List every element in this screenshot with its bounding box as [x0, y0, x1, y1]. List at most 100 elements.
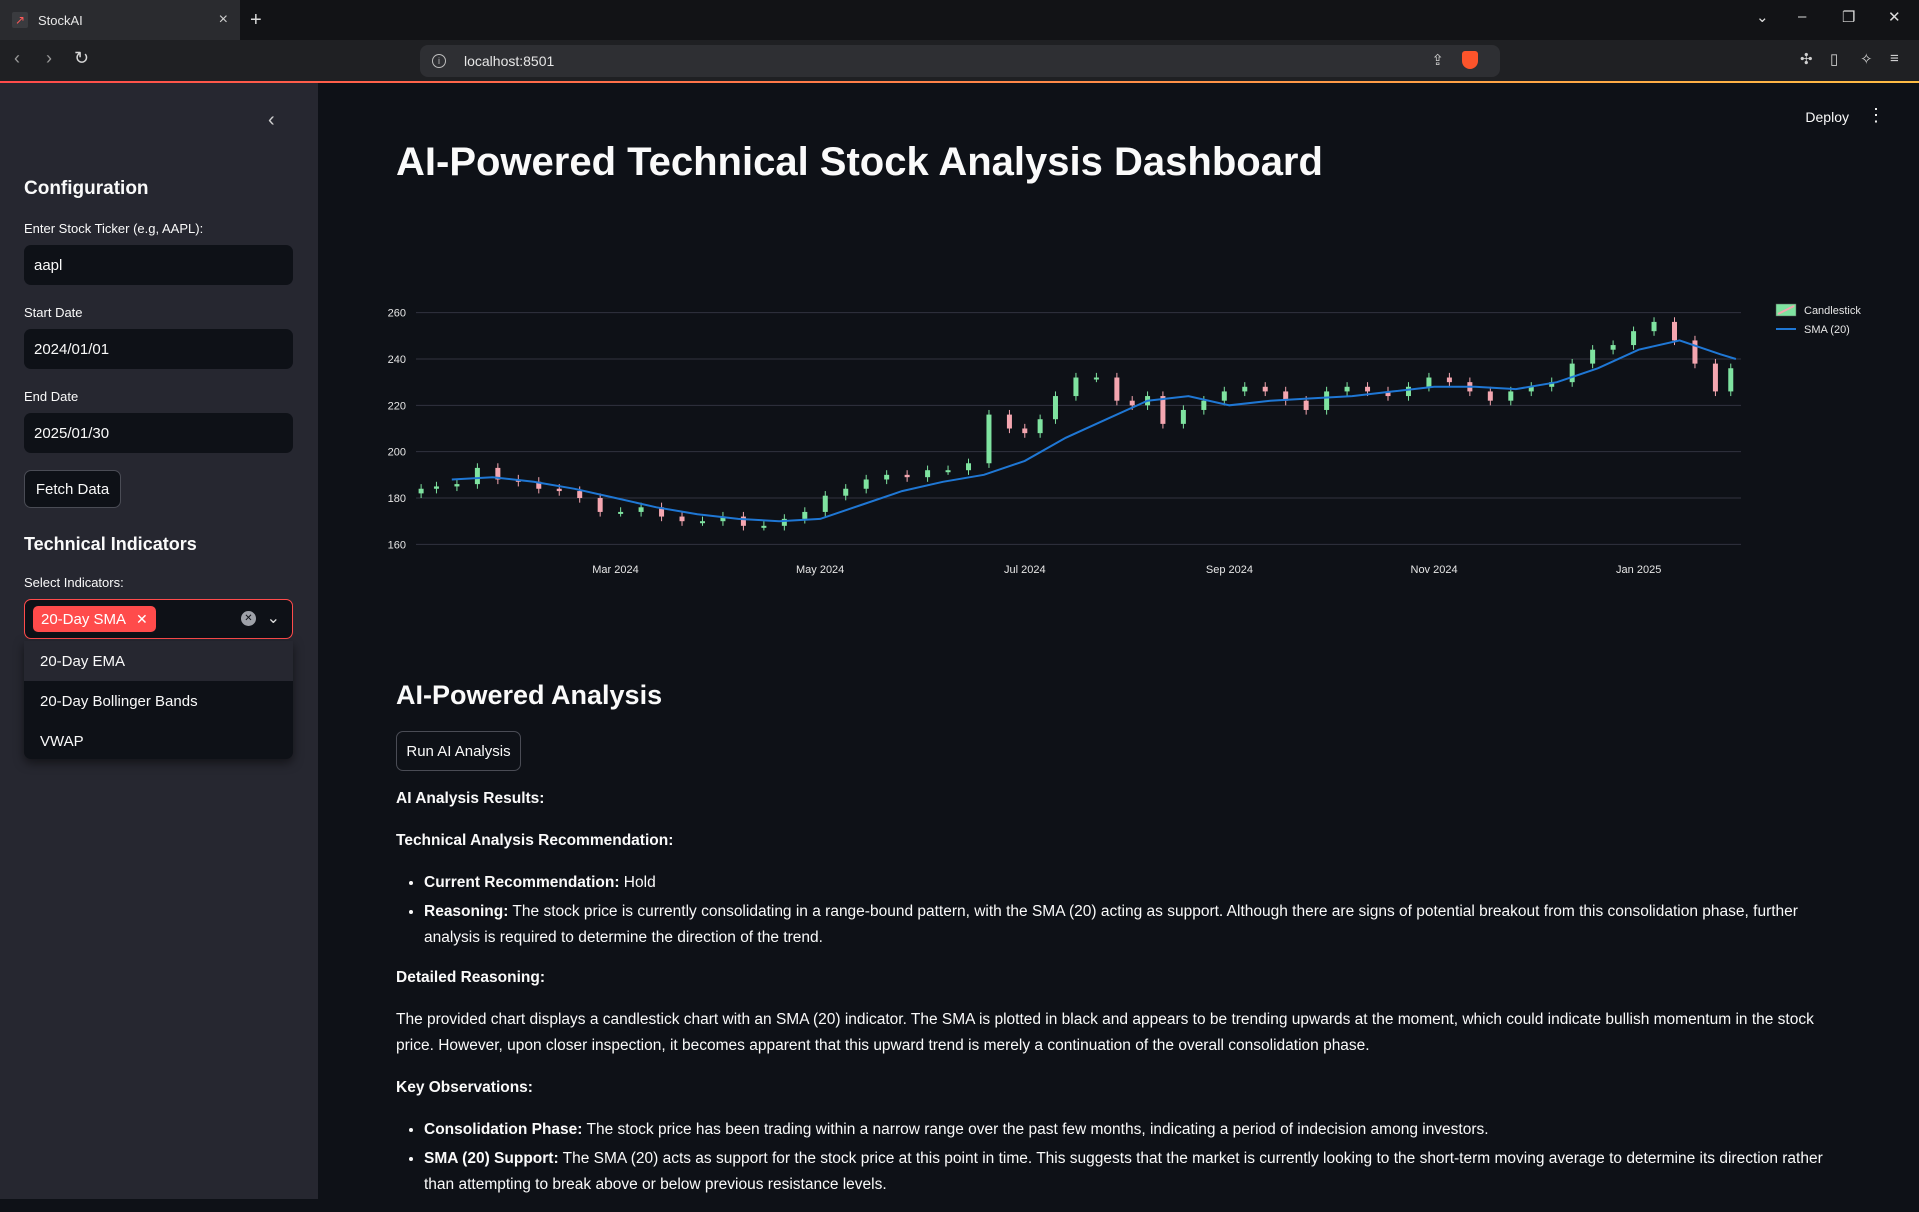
candle-body	[1528, 386, 1534, 392]
candle-body	[679, 516, 685, 522]
ticker-input[interactable]: aapl	[24, 245, 293, 285]
candle-body	[1446, 377, 1452, 383]
y-axis-ticks: 160 180 200 220 240 260	[388, 308, 406, 552]
candle-body	[822, 495, 828, 512]
legend-sma-label: SMA (20)	[1804, 324, 1850, 336]
candle-body	[1052, 396, 1058, 420]
x-axis-ticks: Mar 2024 May 2024 Jul 2024 Sep 2024 Nov 2024…	[592, 564, 1661, 576]
analysis-results: AI Analysis Results: Technical Analysis …	[396, 786, 1856, 1212]
item-text: The SMA (20) acts as support for the sto…	[424, 1150, 1823, 1193]
run-ai-analysis-button[interactable]: Run AI Analysis	[396, 731, 521, 771]
y-tick-label: 240	[388, 354, 406, 366]
candle-body	[618, 511, 624, 514]
item-label: SMA (20) Support:	[424, 1150, 559, 1167]
y-tick-label: 180	[388, 493, 406, 505]
more-options-icon[interactable]: ⋮	[1867, 105, 1885, 125]
technical-indicators-heading: Technical Indicators	[24, 534, 197, 554]
back-icon[interactable]: ‹	[14, 48, 20, 68]
candle-body	[577, 491, 583, 499]
accent-line	[0, 81, 1919, 83]
collapse-sidebar-icon[interactable]: ‹	[268, 109, 275, 131]
clear-all-icon[interactable]: ✕	[241, 611, 256, 626]
candle-body	[659, 507, 665, 517]
reload-icon[interactable]: ↻	[74, 48, 90, 68]
sidebar-toggle-icon[interactable]: ▯	[1830, 51, 1839, 68]
candle-body	[1303, 400, 1309, 410]
close-tab-icon[interactable]: ×	[218, 11, 228, 28]
deploy-button[interactable]: Deploy	[1805, 109, 1849, 125]
forward-icon[interactable]: ›	[46, 48, 52, 68]
nav-row: ‹ › ↻ i localhost:8501 ⇪ ✣ ▯ ✧ ≡	[0, 40, 1919, 82]
chevron-down-icon[interactable]: ⌄	[266, 610, 280, 627]
stock-chart[interactable]: 160 180 200 220 240 260 Mar 2024 May 2024 Jul 2…	[376, 298, 1896, 618]
candle-body	[699, 521, 705, 524]
chip-remove-icon[interactable]: ✕	[136, 610, 148, 627]
candle-body	[1242, 386, 1248, 392]
candle-body	[863, 479, 869, 489]
indicators-multiselect[interactable]: 20-Day SMA ✕ ✕ ⌄	[24, 599, 293, 639]
site-info-icon[interactable]: i	[432, 54, 446, 68]
x-tick-label: Sep 2024	[1206, 564, 1253, 576]
candle-body	[536, 481, 542, 489]
candle-body	[1426, 377, 1432, 387]
y-tick-label: 220	[388, 400, 406, 412]
option-20-day-ema[interactable]: 20-Day EMA	[24, 641, 293, 681]
list-item: SMA (20) Support: The SMA (20) acts as s…	[424, 1146, 1856, 1198]
option-20-day-bollinger-bands[interactable]: 20-Day Bollinger Bands	[40, 692, 198, 710]
candle-body	[1022, 428, 1028, 434]
item-label: Consolidation Phase:	[424, 1121, 583, 1138]
fetch-data-button[interactable]: Fetch Data	[24, 470, 121, 508]
candle-body	[843, 488, 849, 496]
candle-body	[1671, 321, 1677, 341]
new-tab-icon[interactable]: +	[250, 9, 262, 31]
candle-body	[945, 470, 951, 473]
chart-grid	[416, 312, 1741, 545]
option-vwap[interactable]: VWAP	[40, 732, 84, 750]
brave-shield-icon[interactable]	[1462, 51, 1478, 69]
item-label: Reasoning:	[424, 903, 509, 920]
detailed-text: The provided chart displays a candlestic…	[396, 1011, 1814, 1054]
leo-ai-icon[interactable]: ✧	[1860, 51, 1873, 68]
ticker-label: Enter Stock Ticker (e.g, AAPL):	[24, 221, 204, 236]
url-text[interactable]: localhost:8501	[464, 53, 555, 69]
candle-body	[1093, 377, 1099, 380]
tab-bar: ↗ StockAI × + ⌄ – ❐ ✕	[0, 0, 1919, 40]
tab-list-chevron-icon[interactable]: ⌄	[1756, 9, 1769, 26]
candle-body	[740, 516, 746, 526]
candle-body	[1569, 363, 1575, 383]
recommendation-list: Current Recommendation: Hold Reasoning: …	[424, 870, 1856, 951]
window-close-icon[interactable]: ✕	[1888, 9, 1901, 26]
end-date-input[interactable]: 2025/01/30	[24, 413, 293, 453]
start-date-input[interactable]: 2024/01/01	[24, 329, 293, 369]
minimize-icon[interactable]: –	[1798, 8, 1807, 25]
candle-body	[1712, 363, 1718, 392]
restore-icon[interactable]: ❐	[1842, 9, 1856, 26]
sidebar: ‹ Configuration Enter Stock Ticker (e.g,…	[0, 83, 318, 1199]
candle-body	[761, 525, 767, 528]
candle-body	[884, 474, 890, 480]
share-icon[interactable]: ⇪	[1431, 52, 1444, 69]
candle-body	[454, 484, 460, 487]
candle-body	[474, 467, 480, 485]
detailed-heading: Detailed Reasoning:	[396, 969, 545, 986]
menu-icon[interactable]: ≡	[1890, 50, 1899, 67]
candle-body	[1508, 391, 1514, 401]
analysis-heading: AI-Powered Analysis	[396, 680, 663, 710]
candlestick-series	[418, 317, 1734, 531]
y-tick-label: 160	[388, 539, 406, 551]
select-indicators-label: Select Indicators:	[24, 575, 124, 590]
browser-tab[interactable]: ↗ StockAI ×	[0, 0, 240, 40]
candle-body	[802, 511, 808, 519]
candle-body	[1610, 345, 1616, 350]
y-tick-label: 260	[388, 308, 406, 320]
page-title: AI-Powered Technical Stock Analysis Dash…	[396, 140, 1323, 184]
address-bar[interactable]: i localhost:8501 ⇪	[420, 45, 1500, 77]
item-label: Current Recommendation:	[424, 874, 620, 891]
candle-body	[1180, 409, 1186, 424]
selected-chip-sma[interactable]: 20-Day SMA ✕	[33, 606, 156, 632]
extensions-icon[interactable]: ✣	[1800, 51, 1813, 68]
chart-legend: Candlestick SMA (20)	[1775, 303, 1861, 336]
candle-body	[1631, 331, 1637, 346]
legend-candlestick-swatch-mark	[1777, 305, 1795, 315]
candle-body	[638, 507, 644, 512]
